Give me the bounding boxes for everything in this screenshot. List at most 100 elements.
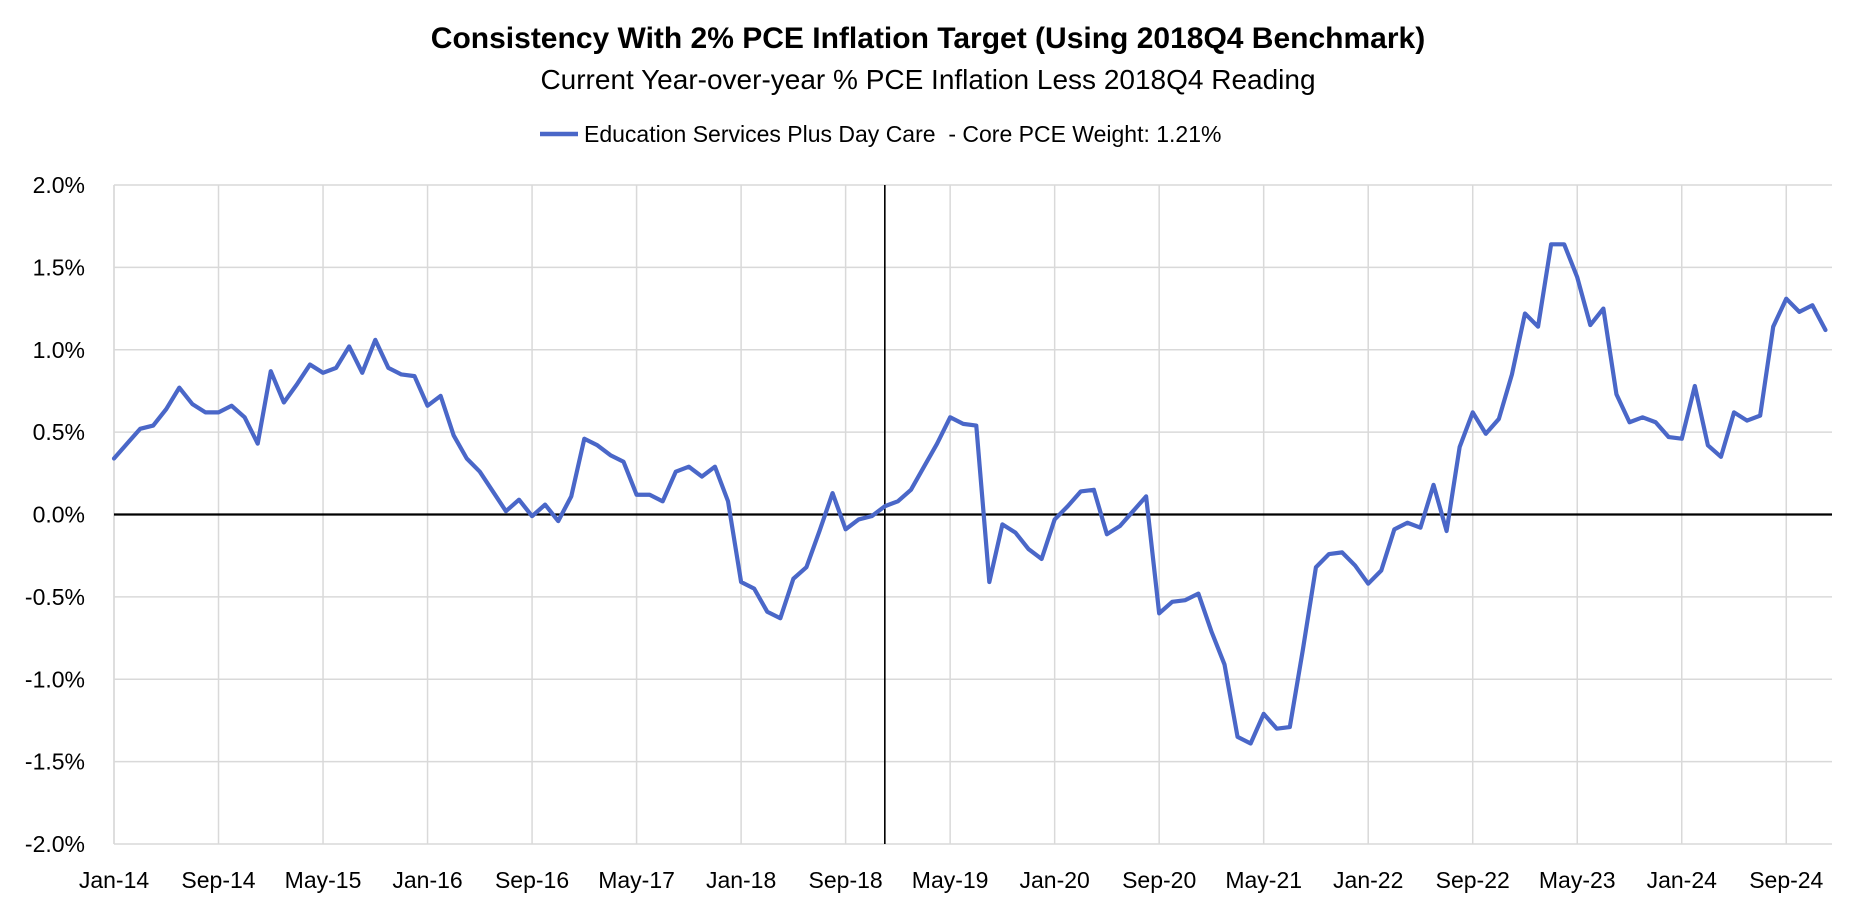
- data-point: [1549, 242, 1553, 246]
- data-point: [883, 504, 887, 508]
- data-point: [1301, 648, 1305, 652]
- y-tick-label: 0.0%: [33, 502, 85, 528]
- data-point: [909, 488, 913, 492]
- data-point: [948, 415, 952, 419]
- data-point: [269, 369, 273, 373]
- data-point: [1170, 600, 1174, 604]
- x-tick-label: Sep-14: [181, 867, 255, 893]
- data-point: [648, 493, 652, 497]
- data-point: [243, 415, 247, 419]
- data-point: [164, 407, 168, 411]
- data-point: [1039, 557, 1044, 561]
- data-point: [321, 371, 325, 375]
- x-tick-label: May-19: [912, 867, 989, 893]
- x-tick-label: May-23: [1539, 867, 1616, 893]
- data-point: [1157, 611, 1161, 615]
- data-point: [1823, 328, 1828, 332]
- data-point: [1144, 494, 1148, 498]
- data-point: [674, 470, 678, 474]
- data-point: [1196, 591, 1200, 596]
- data-point: [465, 456, 469, 461]
- y-tick-label: -2.0%: [25, 831, 85, 857]
- x-tick-label: Jan-18: [706, 867, 776, 893]
- data-point: [1079, 489, 1083, 494]
- data-point: [726, 499, 730, 503]
- data-point: [817, 529, 822, 533]
- data-point: [1262, 712, 1266, 716]
- data-point: [295, 382, 299, 386]
- data-point: [360, 371, 364, 375]
- data-point: [112, 456, 116, 461]
- data-point: [504, 509, 508, 513]
- data-point: [1627, 420, 1632, 424]
- x-tick-label: Sep-16: [495, 867, 569, 893]
- data-point: [216, 410, 221, 414]
- y-tick-labels: 2.0% 1.5% 1.0% 0.5% 0.0% -0.5% -1.0% -1.5% -2.0%: [25, 172, 85, 857]
- data-point: [1693, 384, 1697, 388]
- data-point: [595, 443, 599, 447]
- data-point: [1484, 432, 1488, 436]
- data-point: [151, 423, 155, 428]
- data-point: [1105, 532, 1109, 536]
- data-point: [1444, 529, 1449, 533]
- data-point: [922, 465, 926, 469]
- data-point: [1784, 297, 1788, 301]
- data-point: [1523, 311, 1527, 316]
- data-point: [1667, 435, 1671, 439]
- data-point: [896, 499, 900, 503]
- data-point: [1758, 414, 1762, 418]
- data-point: [1706, 443, 1710, 447]
- data-point: [1249, 741, 1253, 746]
- data-point: [190, 402, 194, 406]
- data-point: [661, 499, 665, 503]
- y-tick-label: 0.5%: [33, 419, 85, 445]
- data-point: [386, 366, 390, 370]
- data-point: [752, 587, 756, 591]
- data-point: [491, 489, 495, 494]
- data-point: [177, 386, 181, 390]
- data-point: [1013, 531, 1018, 535]
- data-point: [608, 453, 613, 457]
- x-tick-label: Jan-20: [1019, 867, 1089, 893]
- data-point: [452, 433, 456, 438]
- data-point: [256, 442, 260, 446]
- data-point: [1575, 275, 1579, 279]
- data-point: [1536, 325, 1540, 329]
- y-tick-label: -1.5%: [25, 749, 85, 775]
- data-point: [1640, 415, 1645, 419]
- chart-subtitle: Current Year-over-year % PCE Inflation L…: [540, 64, 1315, 95]
- data-point: [1771, 325, 1775, 329]
- x-tick-label: Jan-24: [1647, 867, 1718, 893]
- data-point: [700, 475, 704, 479]
- data-point: [739, 580, 743, 584]
- x-tick-label: May-21: [1225, 867, 1302, 893]
- data-point: [1288, 725, 1292, 729]
- data-point: [373, 338, 377, 342]
- x-tick-labels: Jan-14 Sep-14 May-15 Jan-16 Sep-16 May-17 Jan-…: [79, 867, 1824, 893]
- x-tick-label: May-17: [598, 867, 675, 893]
- data-point: [308, 362, 312, 367]
- data-point: [1431, 483, 1436, 487]
- x-tick-label: Jan-22: [1333, 867, 1403, 893]
- data-point: [1118, 524, 1122, 528]
- legend-label: Education Services Plus Day Care - Core …: [584, 121, 1221, 147]
- data-point: [334, 366, 338, 370]
- data-point: [935, 442, 939, 446]
- data-point: [1379, 568, 1383, 573]
- data-point: [543, 503, 547, 507]
- data-point: [412, 374, 417, 378]
- data-point: [1614, 392, 1619, 396]
- data-point: [439, 394, 443, 398]
- data-point: [804, 565, 809, 569]
- data-point: [556, 519, 560, 523]
- data-point: [530, 514, 534, 518]
- x-tick-label: Sep-20: [1122, 867, 1196, 893]
- data-point: [1562, 242, 1566, 246]
- legend: Education Services Plus Day Care - Core …: [540, 121, 1221, 147]
- x-tick-label: Sep-18: [809, 867, 883, 893]
- data-point: [870, 514, 874, 518]
- data-point: [687, 465, 691, 469]
- data-point: [1680, 437, 1684, 441]
